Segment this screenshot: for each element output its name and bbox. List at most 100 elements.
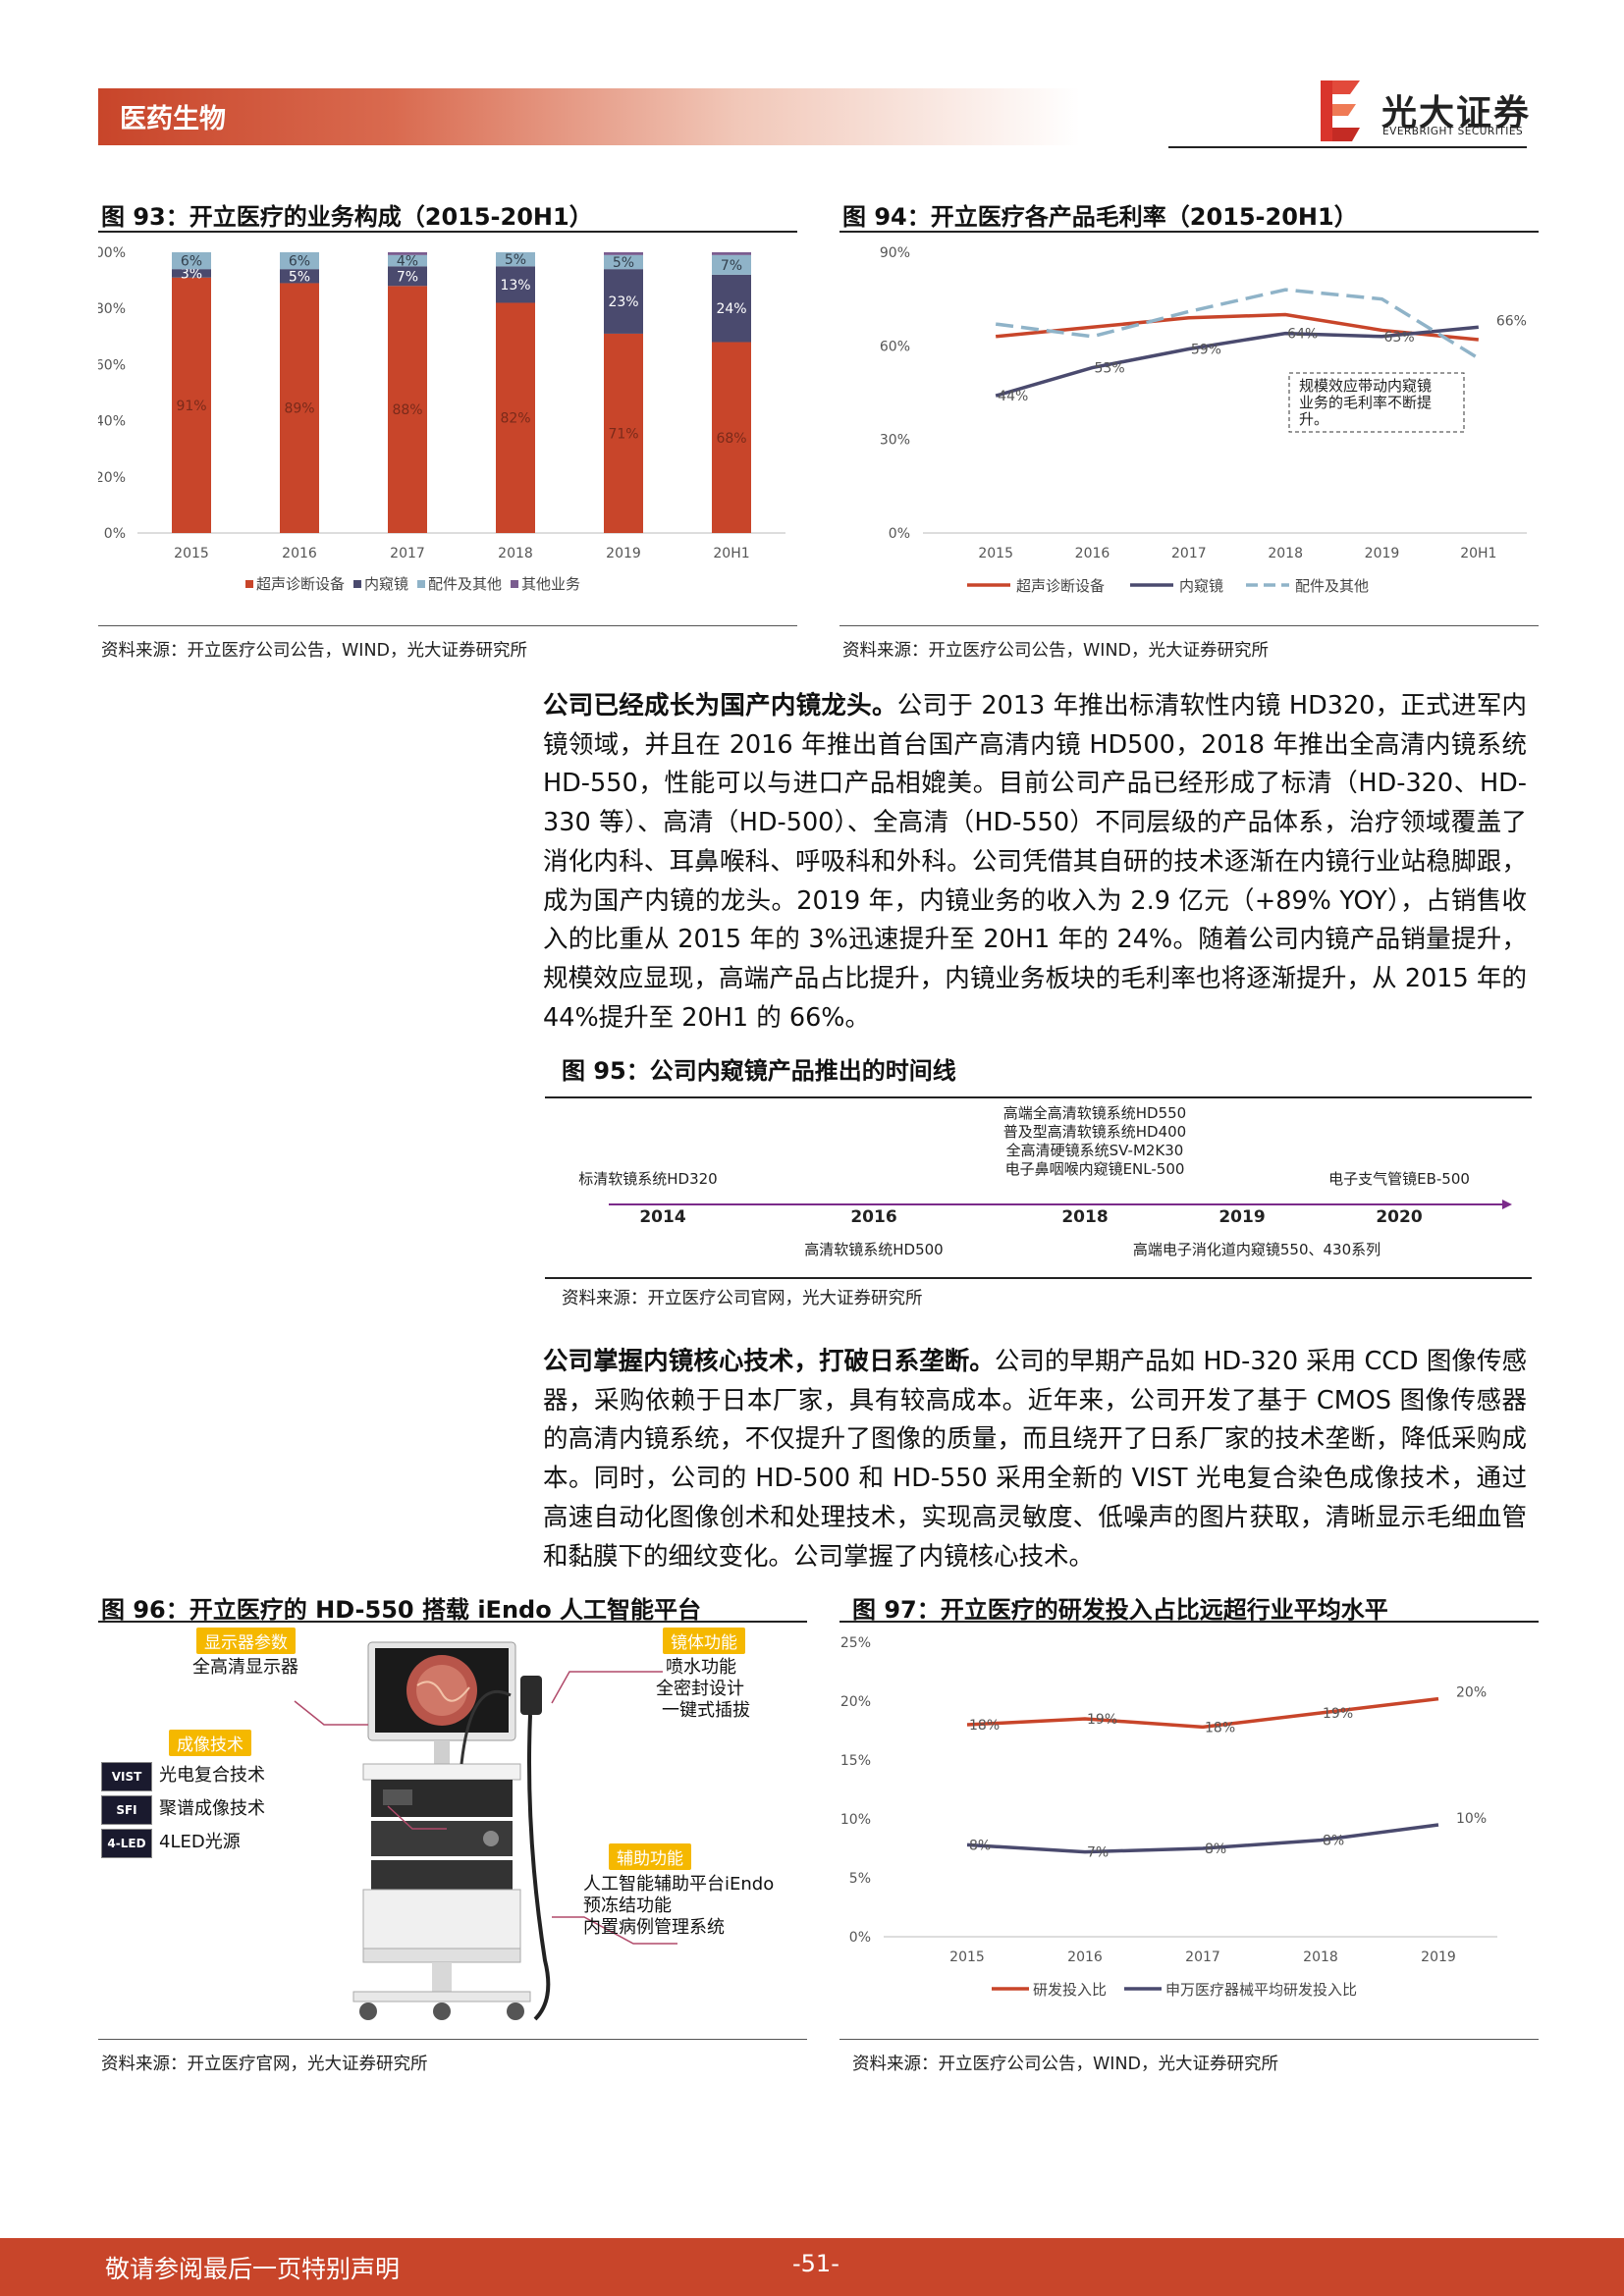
fig97-source: 资料来源：开立医疗公司公告，WIND，光大证券研究所: [852, 2055, 1279, 2074]
fig94-data-label: 59%: [1191, 343, 1221, 358]
fig93-bar-segment: [388, 254, 427, 267]
fig97-data-label: 10%: [1456, 1811, 1487, 1827]
fig94-xtick: 2016: [1075, 546, 1110, 561]
fig97-data-label: 8%: [1323, 1834, 1344, 1849]
fig93-bar-segment: [712, 274, 751, 343]
scope-line-3: 一键式插拔: [662, 1700, 750, 1721]
footer-band: [0, 2238, 1624, 2296]
fig93-bar-segment: [496, 302, 535, 533]
vist-badge-icon: VIST: [101, 1762, 152, 1791]
fig93-title: 图 93：开立医疗的业务构成（2015-20H1）: [101, 203, 593, 231]
fig94-source: 资料来源：开立医疗公司公告，WIND，光大证券研究所: [842, 641, 1270, 661]
timeline-item-2014: 标清软镜系统HD320: [578, 1170, 717, 1188]
fig96-figure: 显示器参数 全高清显示器 镜体功能 喷水功能 全密封设计 一键式插拔 成像技术 …: [98, 1625, 807, 2037]
fig93-bar-segment: [280, 283, 319, 533]
fig95-bottom-rule: [545, 1277, 1532, 1279]
timeline-year: 2014: [639, 1207, 685, 1227]
fig93-bar-label: 7%: [721, 258, 742, 274]
timeline-item-2018: 电子鼻咽喉内窥镜ENL-500: [1005, 1160, 1185, 1178]
fig93-bar-segment: [712, 252, 751, 255]
header-rule: [1168, 146, 1527, 148]
fig93-bar-label: 68%: [716, 431, 746, 447]
fig94-annotation-line: 升。: [1299, 410, 1328, 428]
fig94-ytick: 30%: [880, 433, 910, 449]
scope-line-2: 全密封设计: [656, 1679, 744, 1699]
fig97-title: 图 97：开立医疗的研发投入占比远超行业平均水平: [852, 1596, 1388, 1624]
timeline-item-2016: 高清软镜系统HD500: [804, 1241, 943, 1258]
fig95-timeline: 2014 2016 2018 2019 2020 标清软镜系统HD320 高端全高清软镜系统…: [578, 1104, 1512, 1258]
fig93-bar-label: 91%: [176, 399, 206, 414]
fig94-xtick: 2015: [978, 546, 1013, 561]
fig93-bar-label: 5%: [505, 252, 526, 268]
tag-display: 显示器参数: [196, 1628, 296, 1654]
fig93-bar-label: 89%: [284, 401, 314, 417]
led-badge-icon: 4-LED: [101, 1829, 152, 1858]
fig97-xtick: 2017: [1185, 1949, 1220, 1965]
fig93-bar-segment: [172, 269, 211, 278]
fig97-data-label: 18%: [969, 1718, 1000, 1734]
fig93-legend-label: 超声诊断设备: [256, 575, 345, 593]
fig97-bottom-rule: [839, 2039, 1539, 2040]
fig97-series-line: [966, 1823, 1439, 1854]
fig93-xtick: 2019: [606, 546, 641, 561]
aux-line-3: 内置病例管理系统: [583, 1917, 725, 1938]
timeline-year: 2019: [1218, 1207, 1265, 1227]
fig97-xtick: 2015: [949, 1949, 985, 1965]
fig94-data-label: 53%: [1095, 361, 1125, 377]
fig95-title: 图 95：公司内窥镜产品推出的时间线: [562, 1057, 956, 1085]
fig97-data-label: 18%: [1205, 1720, 1235, 1735]
timeline-year: 2016: [850, 1207, 896, 1227]
fig97-data-label: 8%: [969, 1838, 991, 1853]
fig93-bar-label: 6%: [289, 254, 310, 270]
fig93-ytick: 80%: [98, 301, 126, 317]
fig93-bar-label: 13%: [500, 278, 530, 294]
fig94-data-label: 66%: [1496, 313, 1527, 329]
fig93-bar-segment: [712, 254, 751, 275]
fig93-bar-segment: [388, 286, 427, 533]
fig93-bar-label: 82%: [500, 411, 530, 427]
fig93-legend-swatch: [245, 580, 253, 588]
paragraph-2-body: 公司的早期产品如 HD-320 采用 CCD 图像传感器，采购依赖于日本厂家，具…: [543, 1347, 1527, 1572]
fig96-source: 资料来源：开立医疗官网，光大证券研究所: [101, 2055, 428, 2074]
display-text: 全高清显示器: [192, 1657, 298, 1678]
fig97-data-label: 7%: [1087, 1845, 1109, 1861]
fig94-legend-label: 配件及其他: [1295, 577, 1369, 595]
fig93-bar-segment: [496, 266, 535, 303]
fig93-bar-segment: [280, 252, 319, 270]
fig93-xtick: 2015: [174, 546, 209, 561]
page-number: -51-: [792, 2250, 839, 2277]
fig97-ytick: 20%: [840, 1694, 871, 1710]
fig97-xtick: 2018: [1303, 1949, 1338, 1965]
fig93-ytick: 100%: [98, 245, 126, 261]
fig94-data-label: 44%: [998, 389, 1028, 404]
imaging-line-1: 光电复合技术: [159, 1765, 265, 1786]
fig97-data-label: 19%: [1323, 1706, 1353, 1722]
fig93-bar-segment: [712, 342, 751, 533]
timeline-item-2020: 电子支气管镜EB-500: [1328, 1170, 1470, 1188]
fig97-top-rule: [839, 1621, 1539, 1623]
fig94-top-rule: [839, 231, 1539, 233]
fig93-bar-label: 23%: [608, 294, 638, 310]
fig93-legend-label: 其他业务: [521, 575, 580, 593]
fig93-bar-label: 4%: [397, 254, 418, 270]
fig97-ytick: 5%: [849, 1871, 871, 1887]
timeline-year: 2018: [1061, 1207, 1108, 1227]
fig97-data-label: 8%: [1205, 1842, 1226, 1857]
everbright-logo-icon: [1321, 80, 1360, 141]
imaging-line-3: 4LED光源: [159, 1832, 241, 1852]
fig94-xtick: 2019: [1365, 546, 1400, 561]
scope-line-1: 喷水功能: [666, 1657, 736, 1678]
fig93-bar-segment: [388, 266, 427, 287]
fig94-ytick: 0%: [889, 526, 910, 542]
fig93-bar-segment: [388, 252, 427, 255]
fig96-leader-lines: [294, 1671, 677, 1945]
fig93-legend-swatch: [511, 580, 518, 588]
fig93-legend-label: 内窥镜: [364, 575, 408, 593]
timeline-year: 2020: [1376, 1207, 1422, 1227]
fig93-bar-segment: [172, 277, 211, 533]
fig94-data-label: 64%: [1287, 327, 1318, 343]
aux-line-2: 预冻结功能: [583, 1896, 672, 1916]
fig97-ytick: 10%: [840, 1812, 871, 1828]
logo-text-en: EVERBRIGHT SECURITIES: [1382, 126, 1524, 137]
fig93-bar-segment: [604, 254, 643, 270]
